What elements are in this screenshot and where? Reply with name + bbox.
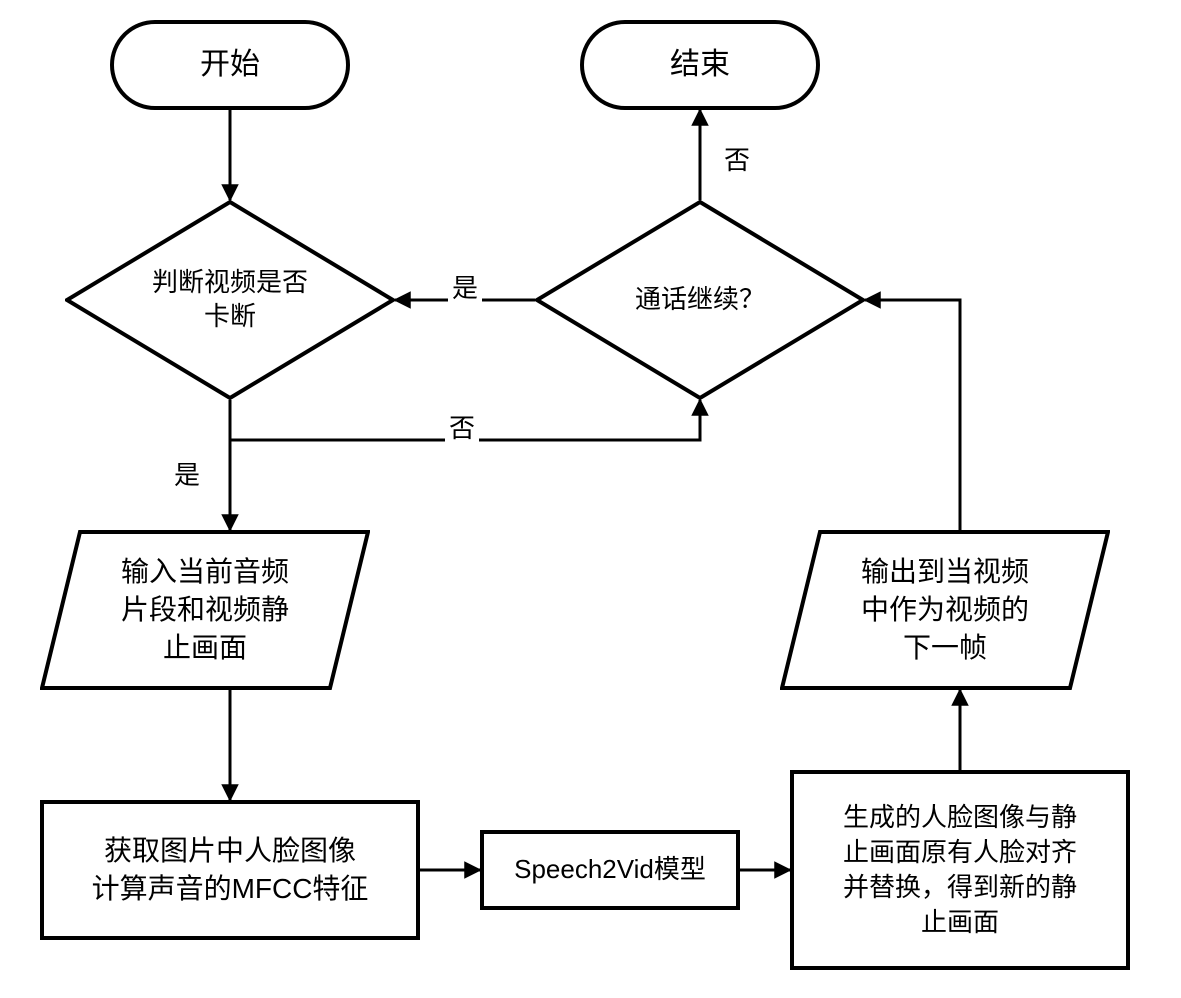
decision-stuck: 判断视频是否 卡断 xyxy=(65,200,395,400)
io-output-label: 输出到当视频 中作为视频的 下一帧 xyxy=(861,553,1029,666)
edge-label-no-2: 否 xyxy=(720,140,754,177)
io-input-label: 输入当前音频 片段和视频静 止画面 xyxy=(121,553,289,666)
start-node: 开始 xyxy=(110,20,350,110)
decision-stuck-label: 判断视频是否 卡断 xyxy=(152,266,308,334)
decision-continue: 通话继续？ xyxy=(535,200,865,400)
io-output: 输出到当视频 中作为视频的 下一帧 xyxy=(780,530,1110,690)
io-input: 输入当前音频 片段和视频静 止画面 xyxy=(40,530,370,690)
end-label: 结束 xyxy=(670,45,730,86)
process-replace: 生成的人脸图像与静 止画面原有人脸对齐 并替换，得到新的静 止画面 xyxy=(790,770,1130,970)
end-node: 结束 xyxy=(580,20,820,110)
decision-continue-label: 通话继续？ xyxy=(635,283,765,317)
process-speech2vid: Speech2Vid模型 xyxy=(480,830,740,910)
edge-label-yes-1: 是 xyxy=(170,455,204,492)
start-label: 开始 xyxy=(200,45,260,86)
edge-label-no-1: 否 xyxy=(445,408,479,445)
edge-label-yes-2: 是 xyxy=(448,268,482,305)
process-mfcc: 获取图片中人脸图像 计算声音的MFCC特征 xyxy=(40,800,420,940)
